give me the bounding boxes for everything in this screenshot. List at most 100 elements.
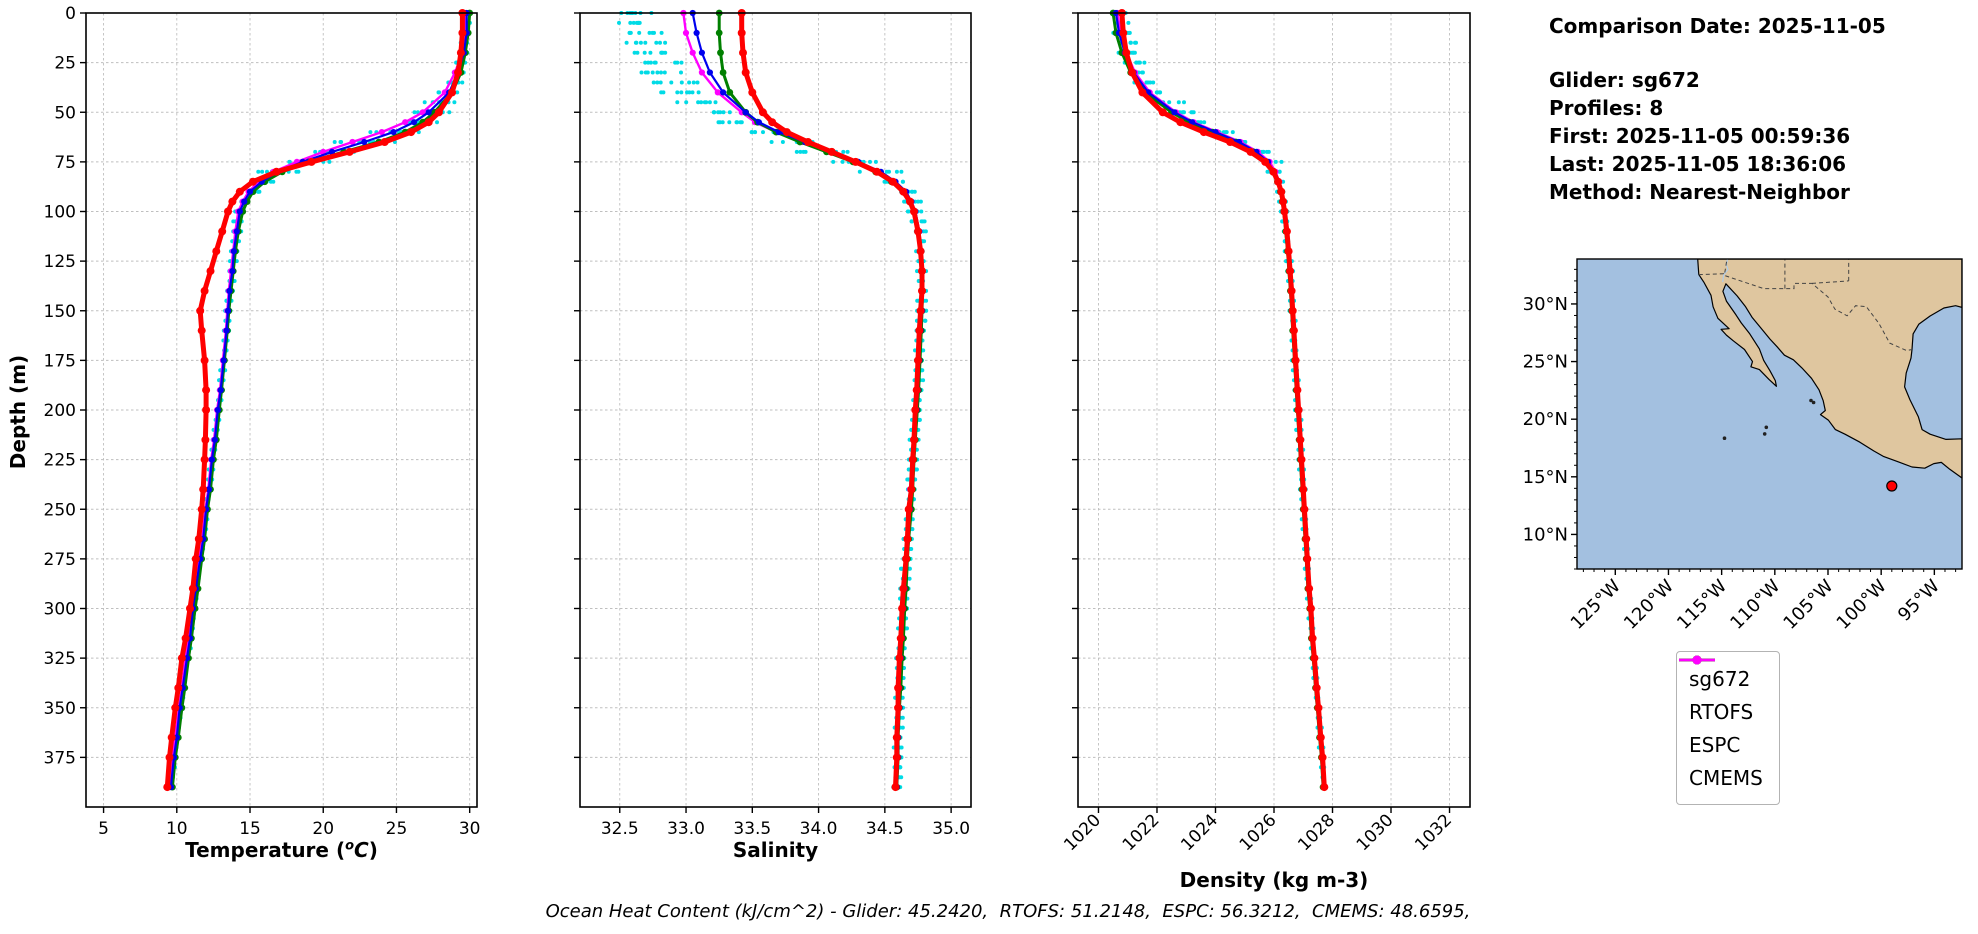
ESPC-temperature-line [170,12,472,788]
svg-text:34.0: 34.0 [800,819,838,839]
legend-item-espc: ESPC [1679,655,1763,761]
svg-text:1030: 1030 [1353,810,1398,855]
last-profile-time-text: Last: 2025-11-05 18:36:06 [1549,152,1847,176]
svg-text:1032: 1032 [1411,810,1456,855]
raw-glider-scatter [617,11,929,790]
svg-text:125: 125 [44,252,76,272]
svg-text:325: 325 [44,649,76,669]
legend-label-rtofs: RTOFS [1689,699,1754,724]
svg-text:75: 75 [54,153,76,173]
info-spacer [1549,40,1886,66]
svg-text:1024: 1024 [1177,810,1222,855]
profiles-count-text: Profiles: 8 [1549,96,1664,120]
svg-text:15°N: 15°N [1523,467,1568,488]
comparison-info-block: Comparison Date: 2025-11-05 Glider: sg67… [1549,12,1886,206]
glider-location-marker [1886,480,1898,492]
ESPC-salinity-line [717,13,925,788]
map-island [1764,425,1769,430]
svg-text:100: 100 [44,203,76,223]
glider-name-text: Glider: sg672 [1549,68,1700,92]
salinity-axis-label: Salinity [732,838,819,862]
temperature-axis-label-pre: Temperature ( [185,838,346,862]
sg672-salinity-line [691,12,924,788]
temperature-axis-label-unit: oC [345,838,369,862]
map-island [1722,436,1727,441]
svg-text:30°N: 30°N [1523,294,1568,315]
svg-text:25°N: 25°N [1523,352,1568,373]
svg-text:33.0: 33.0 [667,819,705,839]
map-island [1762,432,1767,436]
svg-text:25: 25 [54,54,76,74]
density-axis-label: Density (kg m-3) [1179,868,1369,892]
svg-text:105°W: 105°W [1779,576,1837,634]
svg-text:25: 25 [386,819,408,839]
svg-text:32.5: 32.5 [601,819,639,839]
svg-text:350: 350 [44,699,76,719]
svg-text:120°W: 120°W [1620,576,1678,634]
svg-text:95°W: 95°W [1894,576,1944,626]
legend-item-rtofs: RTOFS [1679,655,1763,728]
legend-item-cmems: CMEMS [1679,655,1763,794]
svg-text:100°W: 100°W [1833,576,1891,634]
RTOFS-salinity-line [739,13,925,788]
svg-text:0: 0 [65,4,76,24]
svg-text:125°W: 125°W [1567,576,1625,634]
legend-label-sg672: sg672 [1689,666,1751,691]
svg-text:10°N: 10°N [1523,524,1568,545]
svg-text:1020: 1020 [1060,810,1105,855]
map-border [1811,280,1849,284]
svg-text:250: 250 [44,500,76,520]
raw-glider-scatter [167,11,472,790]
legend-label-cmems: CMEMS [1689,765,1763,790]
svg-text:30: 30 [459,819,481,839]
svg-text:150: 150 [44,302,76,322]
svg-text:15: 15 [239,819,261,839]
svg-text:275: 275 [44,550,76,570]
map-island [1809,398,1813,403]
depth-axis-label: Depth (m) [6,354,30,470]
svg-text:300: 300 [44,600,76,620]
legend-label-espc: ESPC [1689,732,1741,757]
svg-text:1028: 1028 [1294,810,1339,855]
svg-text:20: 20 [312,819,334,839]
temperature-axis-label-post: ) [368,838,378,862]
svg-text:10: 10 [166,819,188,839]
svg-text:175: 175 [44,351,76,371]
salinity-plot: 32.5 33.0 33.5 34.0 34.5 35.0 [574,9,972,839]
sg672-temperature-line [169,13,468,788]
svg-text:5: 5 [98,819,109,839]
map-border [1724,259,1728,273]
RTOFS-temperature-line [164,13,465,788]
method-text: Method: Nearest-Neighbor [1549,180,1850,204]
ohc-caption: Ocean Heat Content (kJ/cm^2) - Glider: 4… [545,901,1471,922]
svg-text:225: 225 [44,451,76,471]
map-island [1811,400,1816,405]
svg-text:34.5: 34.5 [866,819,904,839]
first-profile-time-text: First: 2025-11-05 00:59:36 [1549,124,1851,148]
svg-text:35.0: 35.0 [932,819,970,839]
svg-text:33.5: 33.5 [733,819,771,839]
density-plot: 1020 1022 1024 1026 1028 1030 1032 [1060,9,1471,855]
RTOFS-density-line [1119,12,1327,788]
legend-item-sg672: sg672 [1679,655,1763,695]
comparison-date-text: Comparison Date: 2025-11-05 [1549,14,1886,38]
svg-text:110°W: 110°W [1726,576,1784,634]
svg-text:115°W: 115°W [1673,576,1731,634]
svg-text:1026: 1026 [1236,810,1281,855]
map-border [1698,273,1913,352]
ESPC-density-line [1111,12,1325,788]
map-land [1697,259,1962,479]
sg672-density-line [1114,12,1325,788]
svg-text:20°N: 20°N [1523,409,1568,430]
svg-text:375: 375 [44,748,76,768]
svg-text:50: 50 [54,103,76,123]
CMEMS-salinity-line [682,12,924,788]
legend: sg672 RTOFS ESPC CMEMS [1676,651,1780,805]
temperature-axis-label: Temperature (oC) [86,838,477,862]
legend-line-marker-icon [1679,655,1715,665]
temperature-plot: 5 10 15 20 25 3002550751001251501752002252502… [44,4,481,839]
svg-text:1022: 1022 [1119,810,1164,855]
